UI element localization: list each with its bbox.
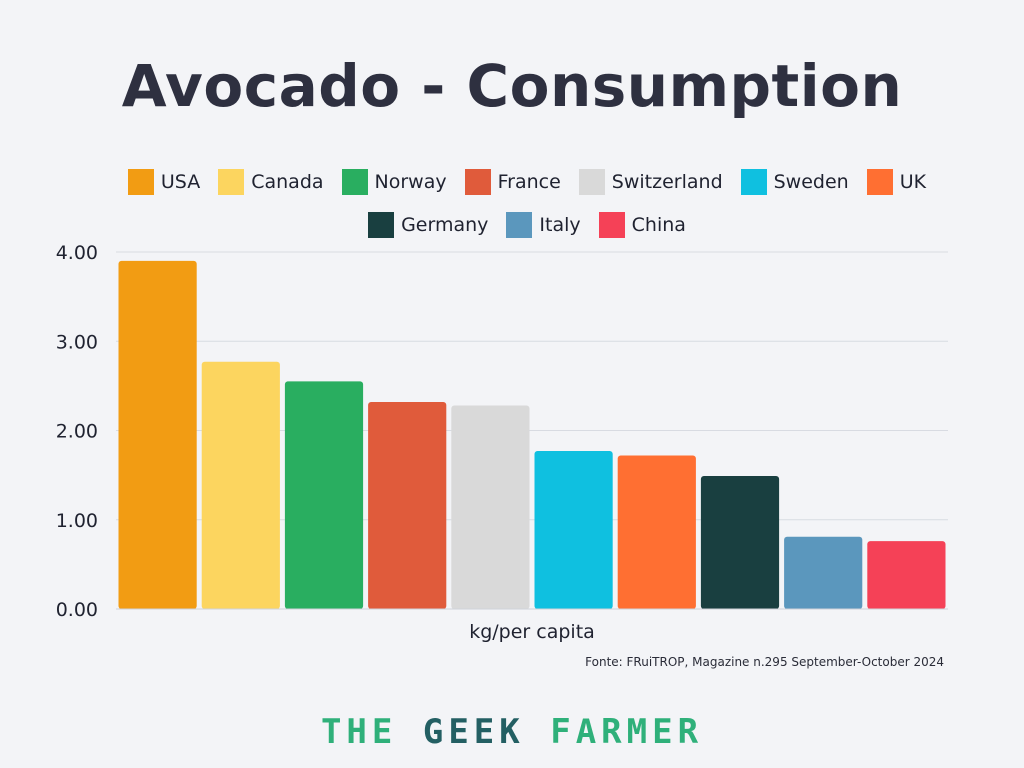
legend-swatch <box>464 169 491 195</box>
legend-swatch <box>740 169 767 195</box>
y-tick-label: 2.00 <box>56 421 98 443</box>
legend-swatch <box>341 169 368 195</box>
legend-label: Sweden <box>773 171 849 193</box>
legend-swatch <box>866 169 893 195</box>
bar-germany <box>700 476 780 609</box>
bar-italy <box>784 536 863 609</box>
bar-uk <box>617 455 696 609</box>
bar-norway <box>284 381 364 609</box>
legend-label: Germany <box>401 214 489 236</box>
legend-label: Canada <box>251 171 324 193</box>
bar-france <box>368 401 447 609</box>
legend-item-france: France <box>464 169 561 195</box>
legend-swatch <box>218 169 245 195</box>
y-tick-label: 3.00 <box>56 331 98 353</box>
legend-item-uk: UK <box>866 169 927 195</box>
legend-row: Germany Italy China <box>90 208 964 242</box>
brand-word-the: THE <box>320 712 398 752</box>
legend-item-germany: Germany <box>368 212 488 238</box>
x-axis-label: kg/per capita <box>469 621 595 643</box>
legend-label: France <box>497 171 561 193</box>
legend-swatch <box>368 212 395 238</box>
legend-swatch <box>598 212 625 238</box>
bar-usa <box>118 260 197 609</box>
legend-item-norway: Norway <box>341 169 447 195</box>
legend-item-china: China <box>598 212 686 238</box>
legend-label: UK <box>899 171 927 193</box>
legend-item-sweden: Sweden <box>740 169 849 195</box>
legend-label: Switzerland <box>611 171 723 193</box>
legend-item-canada: Canada <box>218 169 324 195</box>
bar-china <box>867 541 946 609</box>
bar-canada <box>201 361 280 609</box>
y-tick-label: 1.00 <box>56 510 98 532</box>
y-tick-label: 4.00 <box>56 242 98 264</box>
bar-sweden <box>534 451 613 609</box>
legend-item-italy: Italy <box>506 212 581 238</box>
legend-swatch <box>506 212 533 238</box>
source-note: Fonte: FRuiTROP, Magazine n.295 Septembe… <box>585 655 944 669</box>
legend-label: China <box>631 214 686 236</box>
legend-row: USA Canada Norway France Switzerland Sweden UK <box>90 165 964 199</box>
y-tick-label: 0.00 <box>56 599 98 621</box>
legend-item-usa: USA <box>127 169 201 195</box>
brand-word-farmer: FARMER <box>550 712 704 752</box>
legend-label: Norway <box>374 171 447 193</box>
legend-swatch <box>127 169 154 195</box>
legend-item-switzerland: Switzerland <box>578 169 723 195</box>
legend-label: USA <box>160 171 201 193</box>
legend-swatch <box>578 169 605 195</box>
brand-word-geek: GEEK <box>422 712 525 752</box>
legend: USA Canada Norway France Switzerland Sweden UK… <box>90 165 964 251</box>
brand-logo: THE GEEK FARMER <box>0 712 1024 752</box>
legend-label: Italy <box>539 214 581 236</box>
bar-switzerland <box>451 405 530 609</box>
chart-title: Avocado - Consumption <box>121 52 903 120</box>
